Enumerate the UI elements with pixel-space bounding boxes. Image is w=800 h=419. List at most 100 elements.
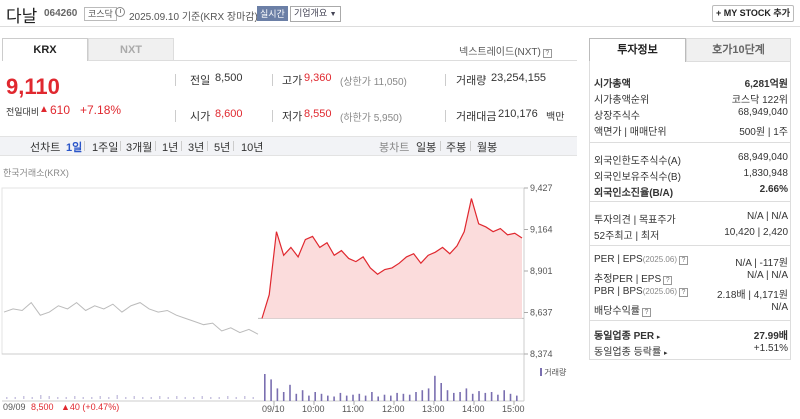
x-axis-ticks: 09/10 10:00 11:00 12:00 13:00 14:00 15:00 — [262, 401, 525, 414]
volume-bar — [167, 397, 169, 399]
prev-day-line — [3, 301, 259, 335]
volume-bar — [427, 388, 430, 401]
period-3y[interactable]: 3년 — [188, 142, 205, 154]
today-series — [261, 198, 523, 319]
opinion-label: 투자의견 | 목표주가 — [594, 215, 676, 226]
period-monthly[interactable]: 월봉 — [477, 142, 498, 154]
volume-bar — [390, 395, 392, 401]
period-10y[interactable]: 10년 — [241, 142, 264, 154]
footer-prev-change: ▲40 (+0.47%) — [61, 402, 120, 412]
volume-bar — [133, 396, 135, 399]
volume-bar — [150, 397, 152, 399]
tab-krx[interactable]: KRX — [2, 38, 88, 61]
div-label-text: 배당수익률 — [594, 306, 640, 317]
tab-invest-info[interactable]: 투자정보 — [589, 38, 686, 62]
period-weekly[interactable]: 주봉 — [446, 142, 467, 154]
footer-prev-date: 09/09 — [3, 402, 26, 412]
volume-bar — [415, 392, 417, 401]
volume-bar — [333, 396, 335, 401]
period-5y[interactable]: 5년 — [214, 142, 231, 154]
volume-bar — [408, 394, 411, 401]
volume-bar — [497, 394, 499, 401]
help-icon[interactable]: ? — [678, 256, 688, 265]
volume-bar — [402, 393, 405, 401]
industry-rate-label[interactable]: 동일업종 등락률 ▸ — [594, 343, 667, 358]
per-label-text: PER | EPS — [594, 254, 643, 265]
help-icon[interactable]: ? — [678, 288, 688, 297]
par-label: 액면가 | 매매단위 — [594, 127, 667, 138]
volume-bar — [264, 374, 266, 401]
foreign-hold-label: 외국인보유주식수(B) — [594, 172, 681, 183]
volume-bar — [308, 395, 310, 401]
divider — [175, 74, 176, 86]
period-1w[interactable]: 1주일 — [92, 142, 119, 154]
x-tick-label: 14:00 — [462, 404, 485, 414]
industry-per-label[interactable]: 동일업종 PER ▸ — [594, 327, 660, 342]
divider — [470, 141, 471, 151]
tab-orderbook[interactable]: 호가10단계 — [686, 38, 791, 62]
period-1y[interactable]: 1년 — [162, 142, 179, 154]
candle-chart-label[interactable]: 봉차트 — [379, 142, 410, 154]
period-3m[interactable]: 3개월 — [126, 142, 153, 154]
week52-label: 52주최고 | 최저 — [594, 231, 660, 242]
volume-bar — [210, 397, 212, 399]
volume-bar — [396, 392, 398, 401]
div-label: 배당수익률? — [594, 302, 651, 317]
price-chart[interactable]: 9,427 9,164 8,901 8,637 8,374 09/10 10:00 11:0… — [0, 176, 578, 419]
volume-bar — [484, 392, 487, 401]
line-chart-label[interactable]: 선차트 — [30, 142, 61, 154]
shares-value: 68,949,040 — [737, 107, 788, 118]
volume-bar — [509, 393, 512, 401]
volume-label: 거래량 — [456, 75, 487, 87]
period-1d[interactable]: 1일 — [66, 142, 83, 154]
volume-bar — [31, 397, 33, 399]
mystock-add-button[interactable]: + MY STOCK 추가 — [712, 5, 794, 22]
current-price: 9,110 — [6, 74, 60, 99]
upper-limit: (상한가 11,050) — [340, 77, 407, 88]
period-daily[interactable]: 일봉 — [416, 142, 437, 154]
industry-per-value: 27.99배 — [753, 331, 788, 342]
prev-close-label: 전일 — [190, 75, 211, 87]
help-icon[interactable]: ? — [663, 276, 673, 285]
header-divider — [0, 26, 800, 27]
volume-bar — [184, 397, 186, 399]
volume-bar — [459, 392, 461, 401]
volume-legend-label: 거래량 — [544, 368, 567, 377]
cap-rank-value: 코스닥 122위 — [731, 95, 788, 106]
period-bar — [0, 136, 577, 156]
volume-legend-swatch — [540, 368, 542, 376]
divider — [233, 141, 234, 151]
volume-bar — [270, 379, 272, 401]
volume-bar — [301, 390, 304, 401]
x-tick-label: 09/10 — [262, 404, 285, 414]
volume-bar — [65, 397, 67, 399]
volume-bar — [421, 390, 424, 401]
tab-nxt[interactable]: NXT — [88, 38, 174, 61]
volume-bar — [252, 397, 254, 399]
shares-label: 상장주식수 — [594, 111, 640, 122]
divider — [272, 110, 273, 122]
volume-bar — [516, 395, 518, 401]
volume-bar — [235, 397, 237, 399]
divider — [445, 74, 446, 86]
chart-source: 한국거래소(KRX) — [3, 168, 69, 178]
pbr-label-text: PBR | BPS — [594, 286, 643, 297]
divider — [84, 141, 85, 151]
volume-bar — [99, 396, 101, 399]
amount-value: 210,176 — [498, 108, 538, 120]
volume-bar — [339, 392, 342, 401]
volume-bar — [201, 396, 203, 399]
volume-bar — [314, 392, 316, 401]
industry-rate-value: +1.51% — [753, 343, 788, 354]
est-per-label: 추정PER | EPS? — [594, 270, 673, 285]
realtime-button[interactable]: 실시간 — [257, 6, 288, 21]
est-per-label-text: 추정PER | EPS — [594, 274, 662, 285]
nextrade-label[interactable]: 넥스트레이드(NXT)? — [459, 43, 552, 58]
x-tick-label: 12:00 — [382, 404, 405, 414]
company-overview-dropdown[interactable]: 기업개요 ▼ — [290, 6, 341, 22]
help-icon[interactable]: ? — [642, 308, 651, 317]
x-tick-label: 10:00 — [302, 404, 325, 414]
help-icon[interactable]: ? — [542, 49, 552, 58]
divider — [120, 141, 121, 151]
volume-bar — [471, 393, 474, 401]
